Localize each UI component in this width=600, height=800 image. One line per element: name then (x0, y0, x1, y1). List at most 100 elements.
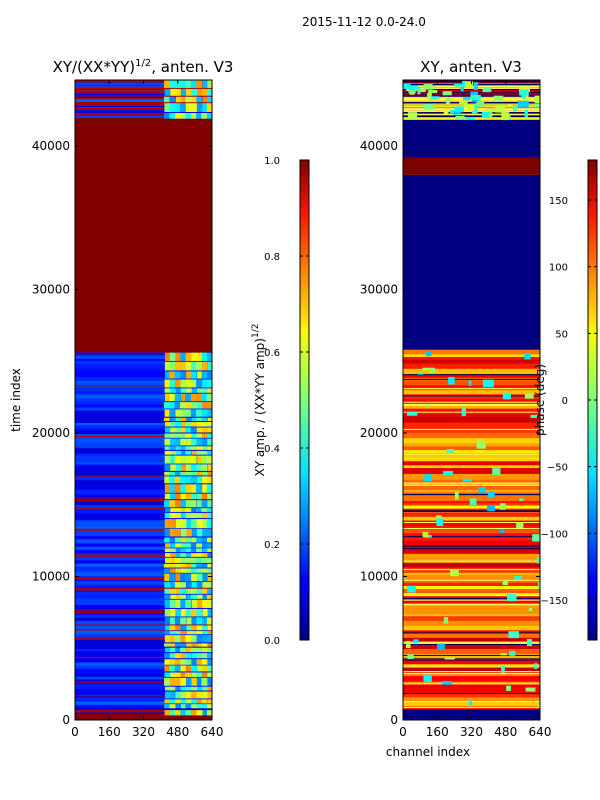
amplitude-channel-cell (190, 708, 197, 716)
amplitude-channel-cell (190, 608, 197, 617)
amplitude-band (75, 438, 212, 444)
amplitude-band (75, 646, 212, 650)
amplitude-channel-cell (186, 528, 193, 537)
phase-band (403, 553, 540, 558)
amplitude-channel-cell (191, 519, 198, 528)
amplitude-channel-cell (191, 653, 198, 659)
amplitude-channel-cell (202, 691, 209, 699)
amplitude-channel-cell (181, 568, 188, 573)
amplitude-channel-cell (170, 608, 177, 617)
phase-stripe (403, 401, 540, 403)
amplitude-band (75, 594, 212, 599)
amplitude-band (75, 639, 212, 645)
phase-stripe (403, 111, 540, 113)
amplitude-channel-cell (164, 427, 171, 433)
amplitude-channel-cell (207, 379, 212, 388)
phase-stripe (403, 643, 540, 645)
amplitude-channel-cell (175, 608, 182, 617)
amplitude-stripe (75, 588, 212, 590)
phase-speckle (460, 87, 464, 92)
phase-speckle (473, 82, 478, 90)
amplitude-channel-cell (202, 388, 209, 393)
amplitude-band (75, 462, 212, 465)
phase-stripe (403, 102, 540, 104)
amplitude-band (75, 427, 212, 431)
amplitude-band (75, 676, 212, 680)
amplitude-channel-cell (163, 568, 170, 573)
amplitude-channel-cell (180, 617, 187, 625)
amplitude-band (75, 592, 212, 595)
phase-speckle (487, 505, 496, 512)
phase-band (403, 520, 540, 527)
amplitude-x-tick-label: 0 (71, 725, 79, 739)
amplitude-channel-cell (170, 588, 177, 594)
phase-region (403, 708, 540, 720)
amplitude-channel-cell (185, 402, 192, 409)
phase-speckle (534, 95, 540, 104)
amplitude-x-tick-label: 480 (166, 725, 189, 739)
amplitude-channel-cell (191, 88, 198, 96)
amplitude-colorbar-gradient (299, 159, 310, 641)
phase-speckle (507, 593, 517, 602)
amplitude-colorbar-tick-label: 0.6 (264, 348, 280, 359)
amplitude-channel-cell (175, 417, 182, 422)
amplitude-band (75, 390, 212, 395)
amplitude-channel-cell (190, 464, 197, 471)
amplitude-y-axis-label: time index (9, 368, 23, 432)
amplitude-channel-cell (196, 553, 203, 557)
amplitude-channel-cell (174, 471, 181, 476)
amplitude-channel-cell (196, 80, 203, 88)
amplitude-channel-cell (179, 582, 186, 588)
amplitude-channel-cell (180, 493, 187, 500)
amplitude-band (75, 658, 212, 663)
amplitude-channel-cell (207, 537, 212, 543)
phase-band (403, 450, 540, 454)
amplitude-channel-cell (190, 665, 197, 672)
phase-band (403, 432, 540, 439)
phase-speckle (525, 687, 536, 692)
amplitude-channel-cell (202, 617, 209, 625)
amplitude-channel-cell (180, 686, 187, 691)
amplitude-channel-cell (206, 557, 212, 563)
amplitude-channel-cell (191, 379, 198, 388)
amplitude-channel-cell (185, 553, 192, 557)
amplitude-channel-cell (201, 493, 208, 500)
amplitude-stripe (75, 112, 212, 115)
amplitude-y-tick-label: 10000 (32, 570, 70, 584)
phase-band (403, 513, 540, 517)
amplitude-channel-cell (170, 708, 177, 716)
amplitude-channel-cell (206, 582, 212, 588)
amplitude-channel-cell (170, 635, 177, 643)
amplitude-band (75, 451, 212, 454)
amplitude-channel-cell (174, 643, 181, 647)
phase-stripe (403, 511, 540, 513)
amplitude-channel-cell (207, 417, 212, 422)
amplitude-y-tick-label: 20000 (32, 426, 70, 440)
amplitude-channel-cell (206, 617, 212, 625)
amplitude-band (75, 549, 212, 554)
amplitude-channel-cell (191, 631, 198, 635)
amplitude-band (75, 358, 212, 361)
amplitude-channel-cell (164, 659, 171, 665)
amplitude-channel-cell (186, 417, 193, 422)
phase-band (403, 468, 540, 474)
phase-band (403, 608, 540, 615)
amplitude-band (75, 374, 212, 378)
phase-stripe (403, 101, 540, 103)
phase-speckle (507, 103, 513, 108)
amplitude-band (75, 543, 212, 547)
amplitude-channel-cell (207, 699, 212, 704)
amplitude-channel-cell (207, 543, 212, 548)
phase-speckle (536, 557, 540, 564)
amplitude-channel-cell (202, 647, 209, 653)
amplitude-channel-cell (175, 537, 182, 543)
amplitude-band (75, 665, 212, 670)
phase-speckle (502, 392, 511, 400)
phase-stripe (403, 632, 540, 634)
amplitude-channel-cell (201, 699, 208, 704)
amplitude-channel-cell (202, 599, 209, 608)
phase-stripe (403, 374, 540, 376)
amplitude-band (75, 394, 212, 399)
amplitude-band (75, 356, 212, 359)
amplitude-channel-cell (197, 388, 204, 393)
